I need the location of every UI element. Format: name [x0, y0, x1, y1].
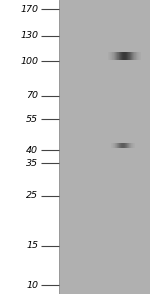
Bar [129, 53, 130, 60]
Bar [117, 143, 118, 148]
Bar [131, 53, 132, 60]
Bar [130, 143, 131, 148]
Bar [125, 143, 126, 148]
Bar [131, 143, 132, 148]
Bar [108, 53, 109, 60]
Bar [139, 53, 140, 60]
Bar [118, 53, 119, 60]
Bar [127, 53, 128, 60]
Bar [133, 53, 134, 60]
Bar [116, 143, 117, 148]
Bar [117, 53, 118, 60]
Bar [129, 143, 130, 148]
Bar [126, 143, 127, 148]
Bar [120, 53, 121, 60]
Text: 130: 130 [20, 31, 38, 40]
Bar [111, 143, 112, 148]
Bar [137, 53, 138, 60]
Bar [122, 53, 123, 60]
Text: 15: 15 [26, 241, 38, 250]
Bar [122, 143, 123, 148]
Bar [132, 53, 133, 60]
Bar [118, 53, 119, 60]
Bar [109, 53, 110, 60]
Bar [116, 53, 117, 60]
Bar [126, 53, 127, 60]
Bar [118, 143, 119, 148]
Bar [124, 143, 125, 148]
Bar [134, 53, 135, 60]
Bar [113, 143, 114, 148]
Bar [111, 53, 112, 60]
Text: 170: 170 [20, 5, 38, 14]
Bar [0, 0, 59, 294]
Text: 70: 70 [26, 91, 38, 100]
Bar [59, 0, 150, 294]
Bar [113, 53, 114, 60]
Bar [128, 53, 129, 60]
Text: 35: 35 [26, 159, 38, 168]
Text: 100: 100 [20, 56, 38, 66]
Bar [123, 143, 124, 148]
Bar [121, 143, 122, 148]
Bar [115, 53, 116, 60]
Bar [138, 53, 139, 60]
Bar [121, 53, 122, 60]
Bar [132, 143, 133, 148]
Bar [120, 143, 121, 148]
Text: 55: 55 [26, 115, 38, 124]
Text: 25: 25 [26, 191, 38, 201]
Text: 10: 10 [26, 281, 38, 290]
Bar [123, 53, 124, 60]
Bar [128, 143, 129, 148]
Bar [114, 143, 115, 148]
Bar [124, 53, 125, 60]
Bar [125, 53, 126, 60]
Bar [110, 53, 111, 60]
Bar [130, 53, 131, 60]
Bar [112, 53, 113, 60]
Bar [114, 53, 115, 60]
Bar [115, 143, 116, 148]
Bar [112, 143, 113, 148]
Bar [136, 53, 137, 60]
Bar [119, 143, 120, 148]
Bar [133, 143, 134, 148]
Bar [134, 143, 135, 148]
Bar [127, 143, 128, 148]
Bar [135, 53, 136, 60]
Text: 40: 40 [26, 146, 38, 155]
Bar [140, 53, 141, 60]
Bar [119, 53, 120, 60]
